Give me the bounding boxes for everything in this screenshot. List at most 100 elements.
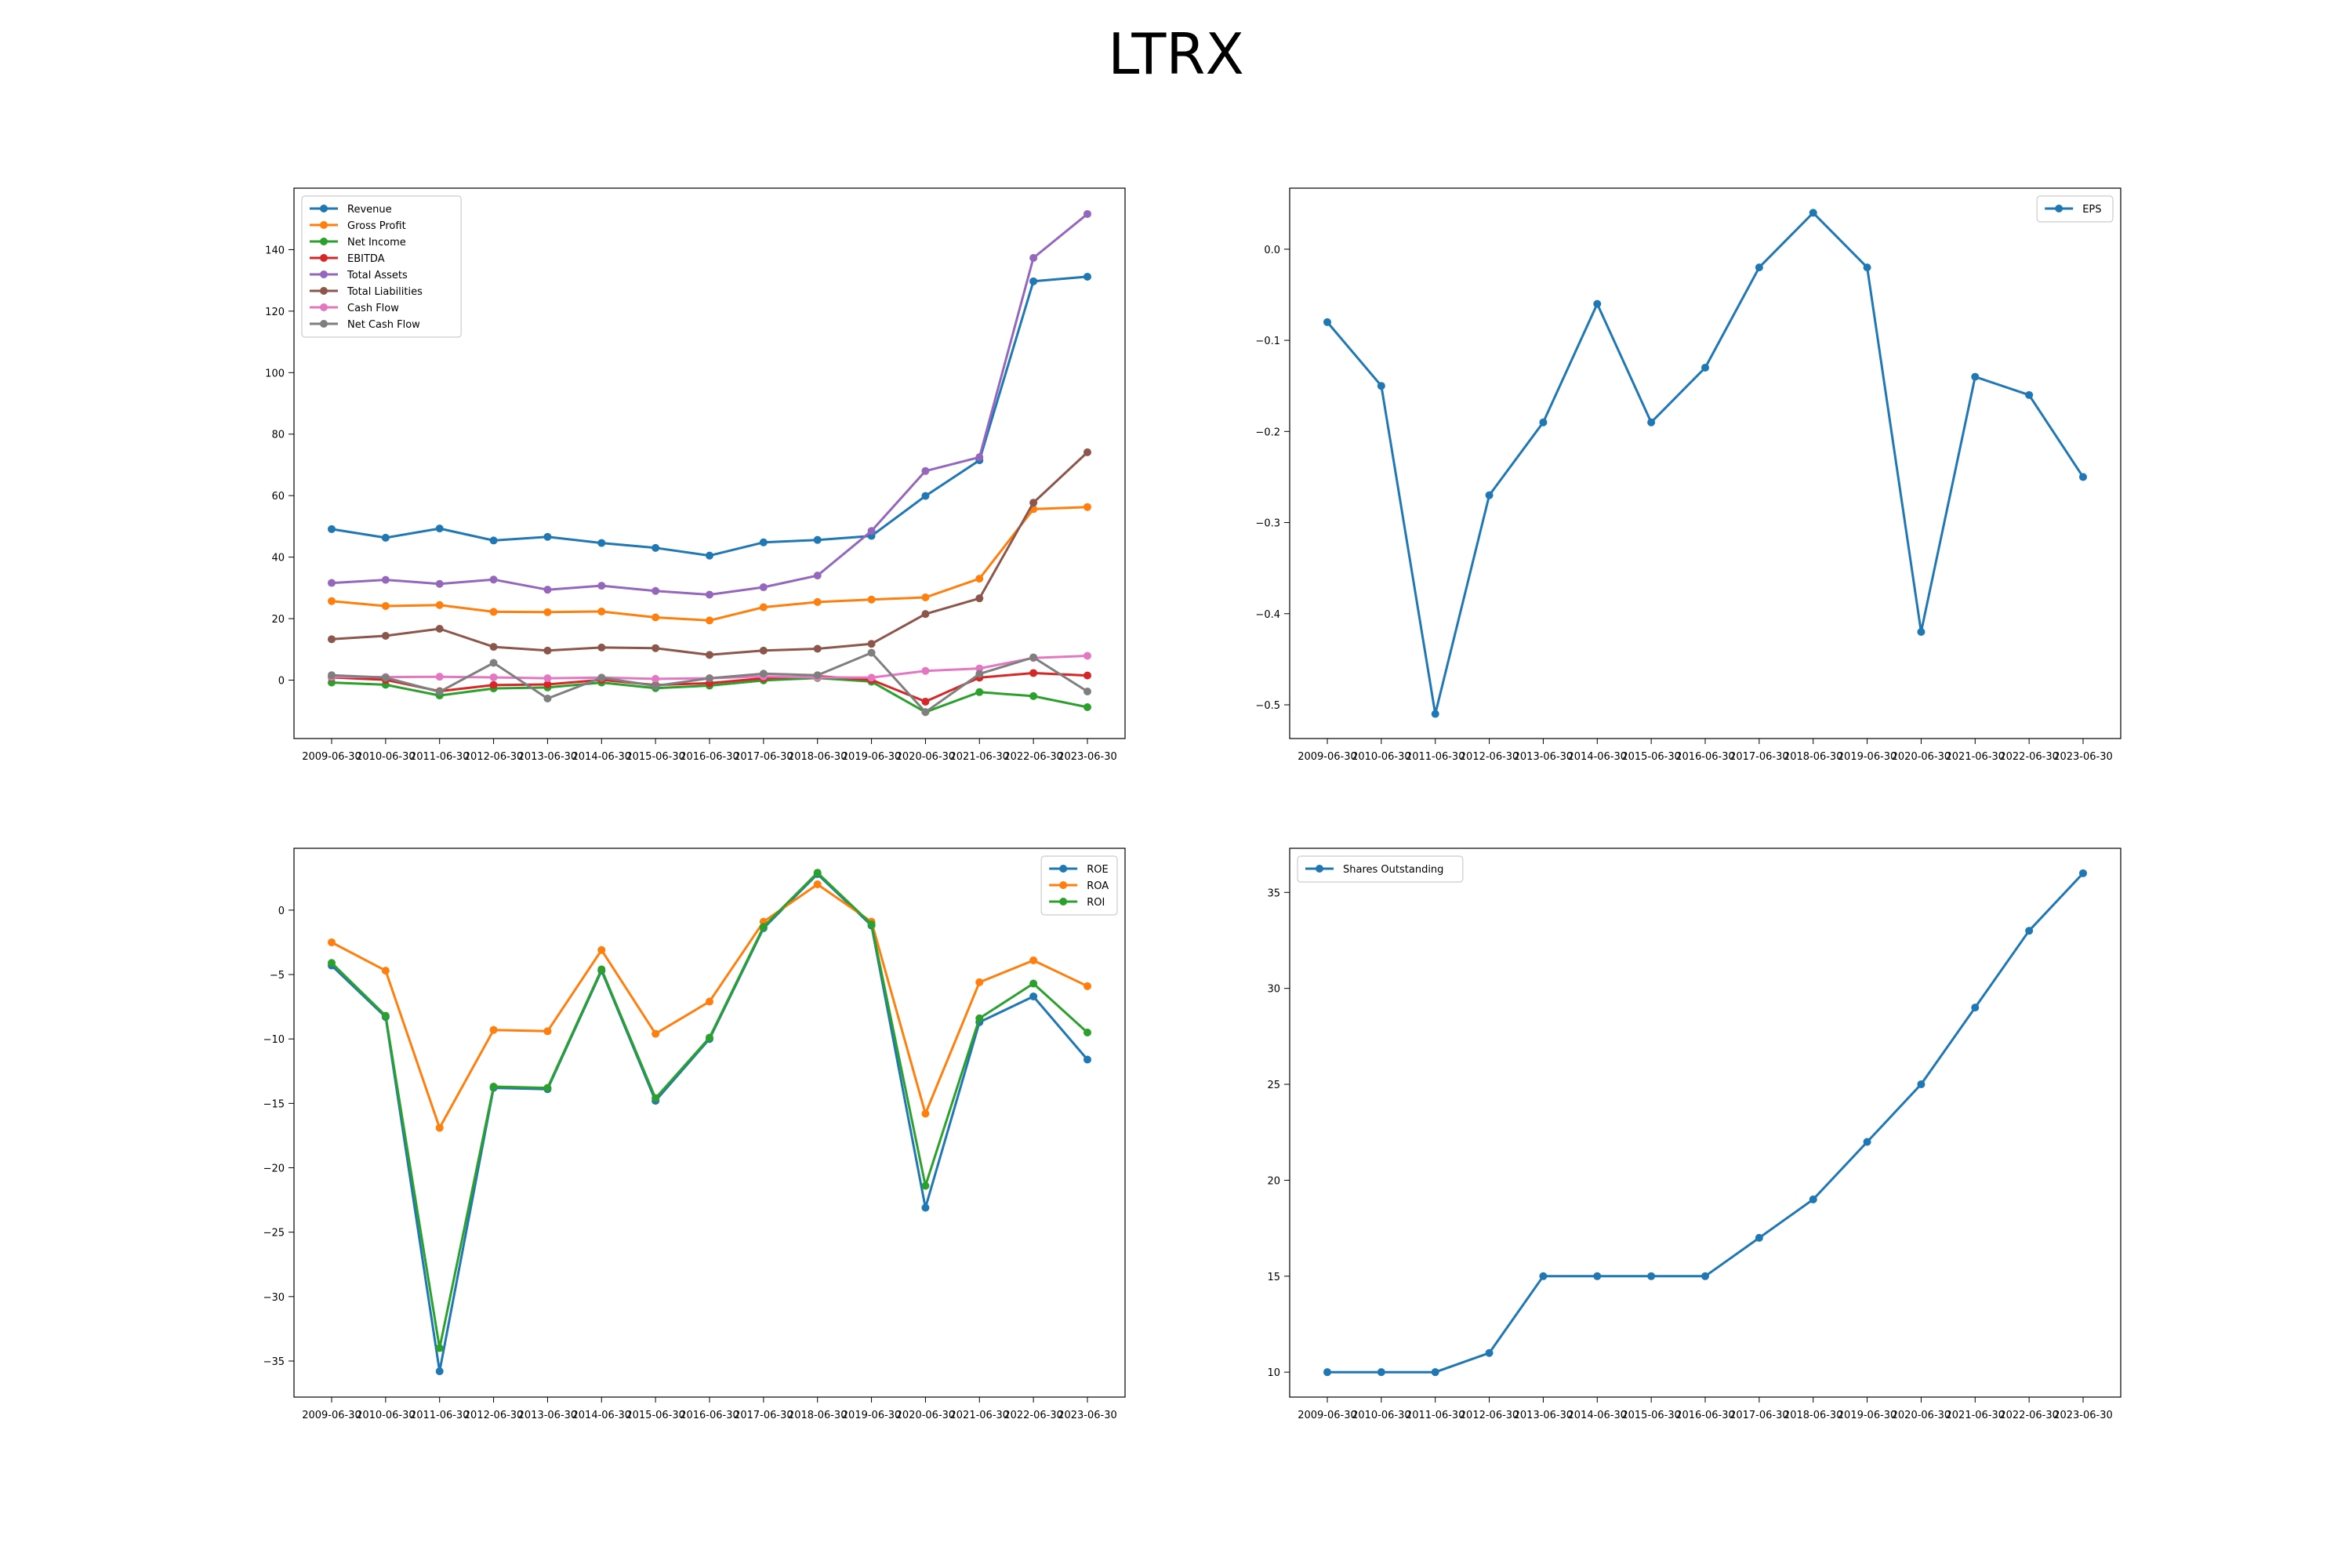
- x-tick-label: 2009-06-30: [302, 1410, 361, 1421]
- data-point: [1083, 209, 1091, 218]
- data-point: [1323, 1368, 1331, 1377]
- data-point: [759, 603, 768, 612]
- data-point: [1431, 1368, 1439, 1377]
- data-point: [921, 492, 930, 500]
- x-tick-label: 2011-06-30: [410, 751, 470, 763]
- data-point: [435, 688, 444, 696]
- data-point: [1377, 1368, 1385, 1377]
- data-point: [1029, 669, 1038, 677]
- data-point: [813, 572, 822, 580]
- data-point: [435, 1123, 444, 1132]
- y-tick-label: 0: [278, 906, 285, 917]
- data-point: [975, 978, 984, 986]
- x-tick-label: 2018-06-30: [788, 751, 848, 763]
- data-point: [381, 533, 390, 542]
- legend: ROE ROA ROI: [1040, 855, 1118, 916]
- legend-label: ROI: [1087, 897, 1105, 909]
- y-tick-label: 15: [1267, 1272, 1280, 1283]
- data-point: [597, 965, 606, 974]
- data-point: [921, 593, 930, 601]
- data-point: [1863, 1138, 1871, 1146]
- data-point: [435, 601, 444, 609]
- data-point: [1647, 1272, 1656, 1280]
- series-line-shares-outstanding: [1327, 872, 2085, 1374]
- data-point: [489, 1082, 498, 1091]
- x-tick-label: 2009-06-30: [302, 751, 361, 763]
- data-point: [1755, 1233, 1763, 1242]
- data-point: [1485, 491, 1494, 499]
- legend-marker: [1059, 865, 1068, 873]
- x-tick-label: 2023-06-30: [2053, 751, 2113, 763]
- x-tick-label: 2014-06-30: [572, 1410, 632, 1421]
- series-total-assets: [328, 209, 1091, 599]
- data-point: [706, 590, 713, 599]
- legend-marker: [1316, 865, 1323, 873]
- data-point: [706, 651, 713, 659]
- data-point: [381, 673, 390, 682]
- x-tick-label: 2020-06-30: [896, 751, 956, 763]
- y-tick-label: −25: [263, 1228, 285, 1240]
- x-tick-label: 2011-06-30: [410, 1410, 470, 1421]
- data-point: [921, 697, 930, 706]
- x-tick-label: 2015-06-30: [626, 1410, 685, 1421]
- data-point: [1323, 318, 1331, 326]
- data-point: [328, 597, 336, 605]
- y-tick-label: −0.2: [1255, 426, 1280, 438]
- series-line-roa: [331, 883, 1088, 1130]
- data-point: [1083, 503, 1091, 511]
- data-point: [706, 551, 713, 560]
- data-point: [652, 1094, 660, 1102]
- plot-area-frame: [1289, 848, 2122, 1398]
- data-point: [381, 632, 390, 641]
- data-point: [1971, 1004, 1980, 1012]
- legend-label: Total Liabilities: [347, 286, 423, 298]
- x-tick-label: 2016-06-30: [680, 751, 739, 763]
- legend-marker: [320, 205, 328, 212]
- x-tick-label: 2015-06-30: [626, 751, 685, 763]
- data-point: [975, 670, 984, 678]
- data-point: [759, 538, 768, 546]
- series-net-cash-flow: [328, 648, 1091, 717]
- legend-box: [301, 195, 462, 338]
- plot-area-frame: [1289, 187, 2122, 739]
- legend-label: Gross Profit: [347, 220, 406, 232]
- data-point: [489, 536, 498, 545]
- data-point: [543, 532, 552, 541]
- x-tick-label: 2015-06-30: [1621, 751, 1681, 763]
- data-point: [1593, 1272, 1602, 1280]
- data-point: [2079, 473, 2087, 481]
- data-point: [652, 613, 660, 622]
- x-tick-label: 2011-06-30: [1406, 751, 1465, 763]
- data-point: [1809, 1195, 1817, 1203]
- x-tick-label: 2022-06-30: [1999, 751, 2059, 763]
- x-tick-label: 2010-06-30: [1352, 751, 1411, 763]
- y-tick-label: −35: [263, 1356, 285, 1368]
- data-point: [975, 453, 984, 462]
- x-tick-label: 2014-06-30: [1568, 751, 1628, 763]
- data-point: [489, 681, 498, 689]
- data-point: [435, 579, 444, 588]
- x-tick-label: 2018-06-30: [1784, 1410, 1843, 1421]
- data-point: [543, 608, 552, 616]
- data-point: [1485, 1348, 1494, 1357]
- data-point: [706, 674, 713, 683]
- data-point: [652, 681, 660, 690]
- data-point: [543, 646, 552, 655]
- data-point: [1701, 1272, 1709, 1280]
- series-eps: [1323, 209, 2087, 718]
- returns-chart: 2009-06-302010-06-302011-06-302012-06-30…: [263, 848, 1126, 1421]
- figure-title: LTRX: [1108, 21, 1244, 87]
- x-tick-label: 2011-06-30: [1406, 1410, 1465, 1421]
- x-tick-label: 2012-06-30: [464, 751, 524, 763]
- x-tick-label: 2016-06-30: [1675, 751, 1735, 763]
- x-tick-label: 2015-06-30: [1621, 1410, 1681, 1421]
- data-point: [652, 543, 660, 552]
- data-point: [1431, 710, 1439, 718]
- series-line-roi: [330, 871, 1089, 1350]
- data-point: [328, 635, 336, 644]
- data-point: [652, 1029, 660, 1038]
- data-point: [1755, 263, 1763, 272]
- y-tick-label: 20: [1267, 1175, 1280, 1187]
- data-point: [921, 666, 930, 675]
- data-point: [1083, 1055, 1091, 1064]
